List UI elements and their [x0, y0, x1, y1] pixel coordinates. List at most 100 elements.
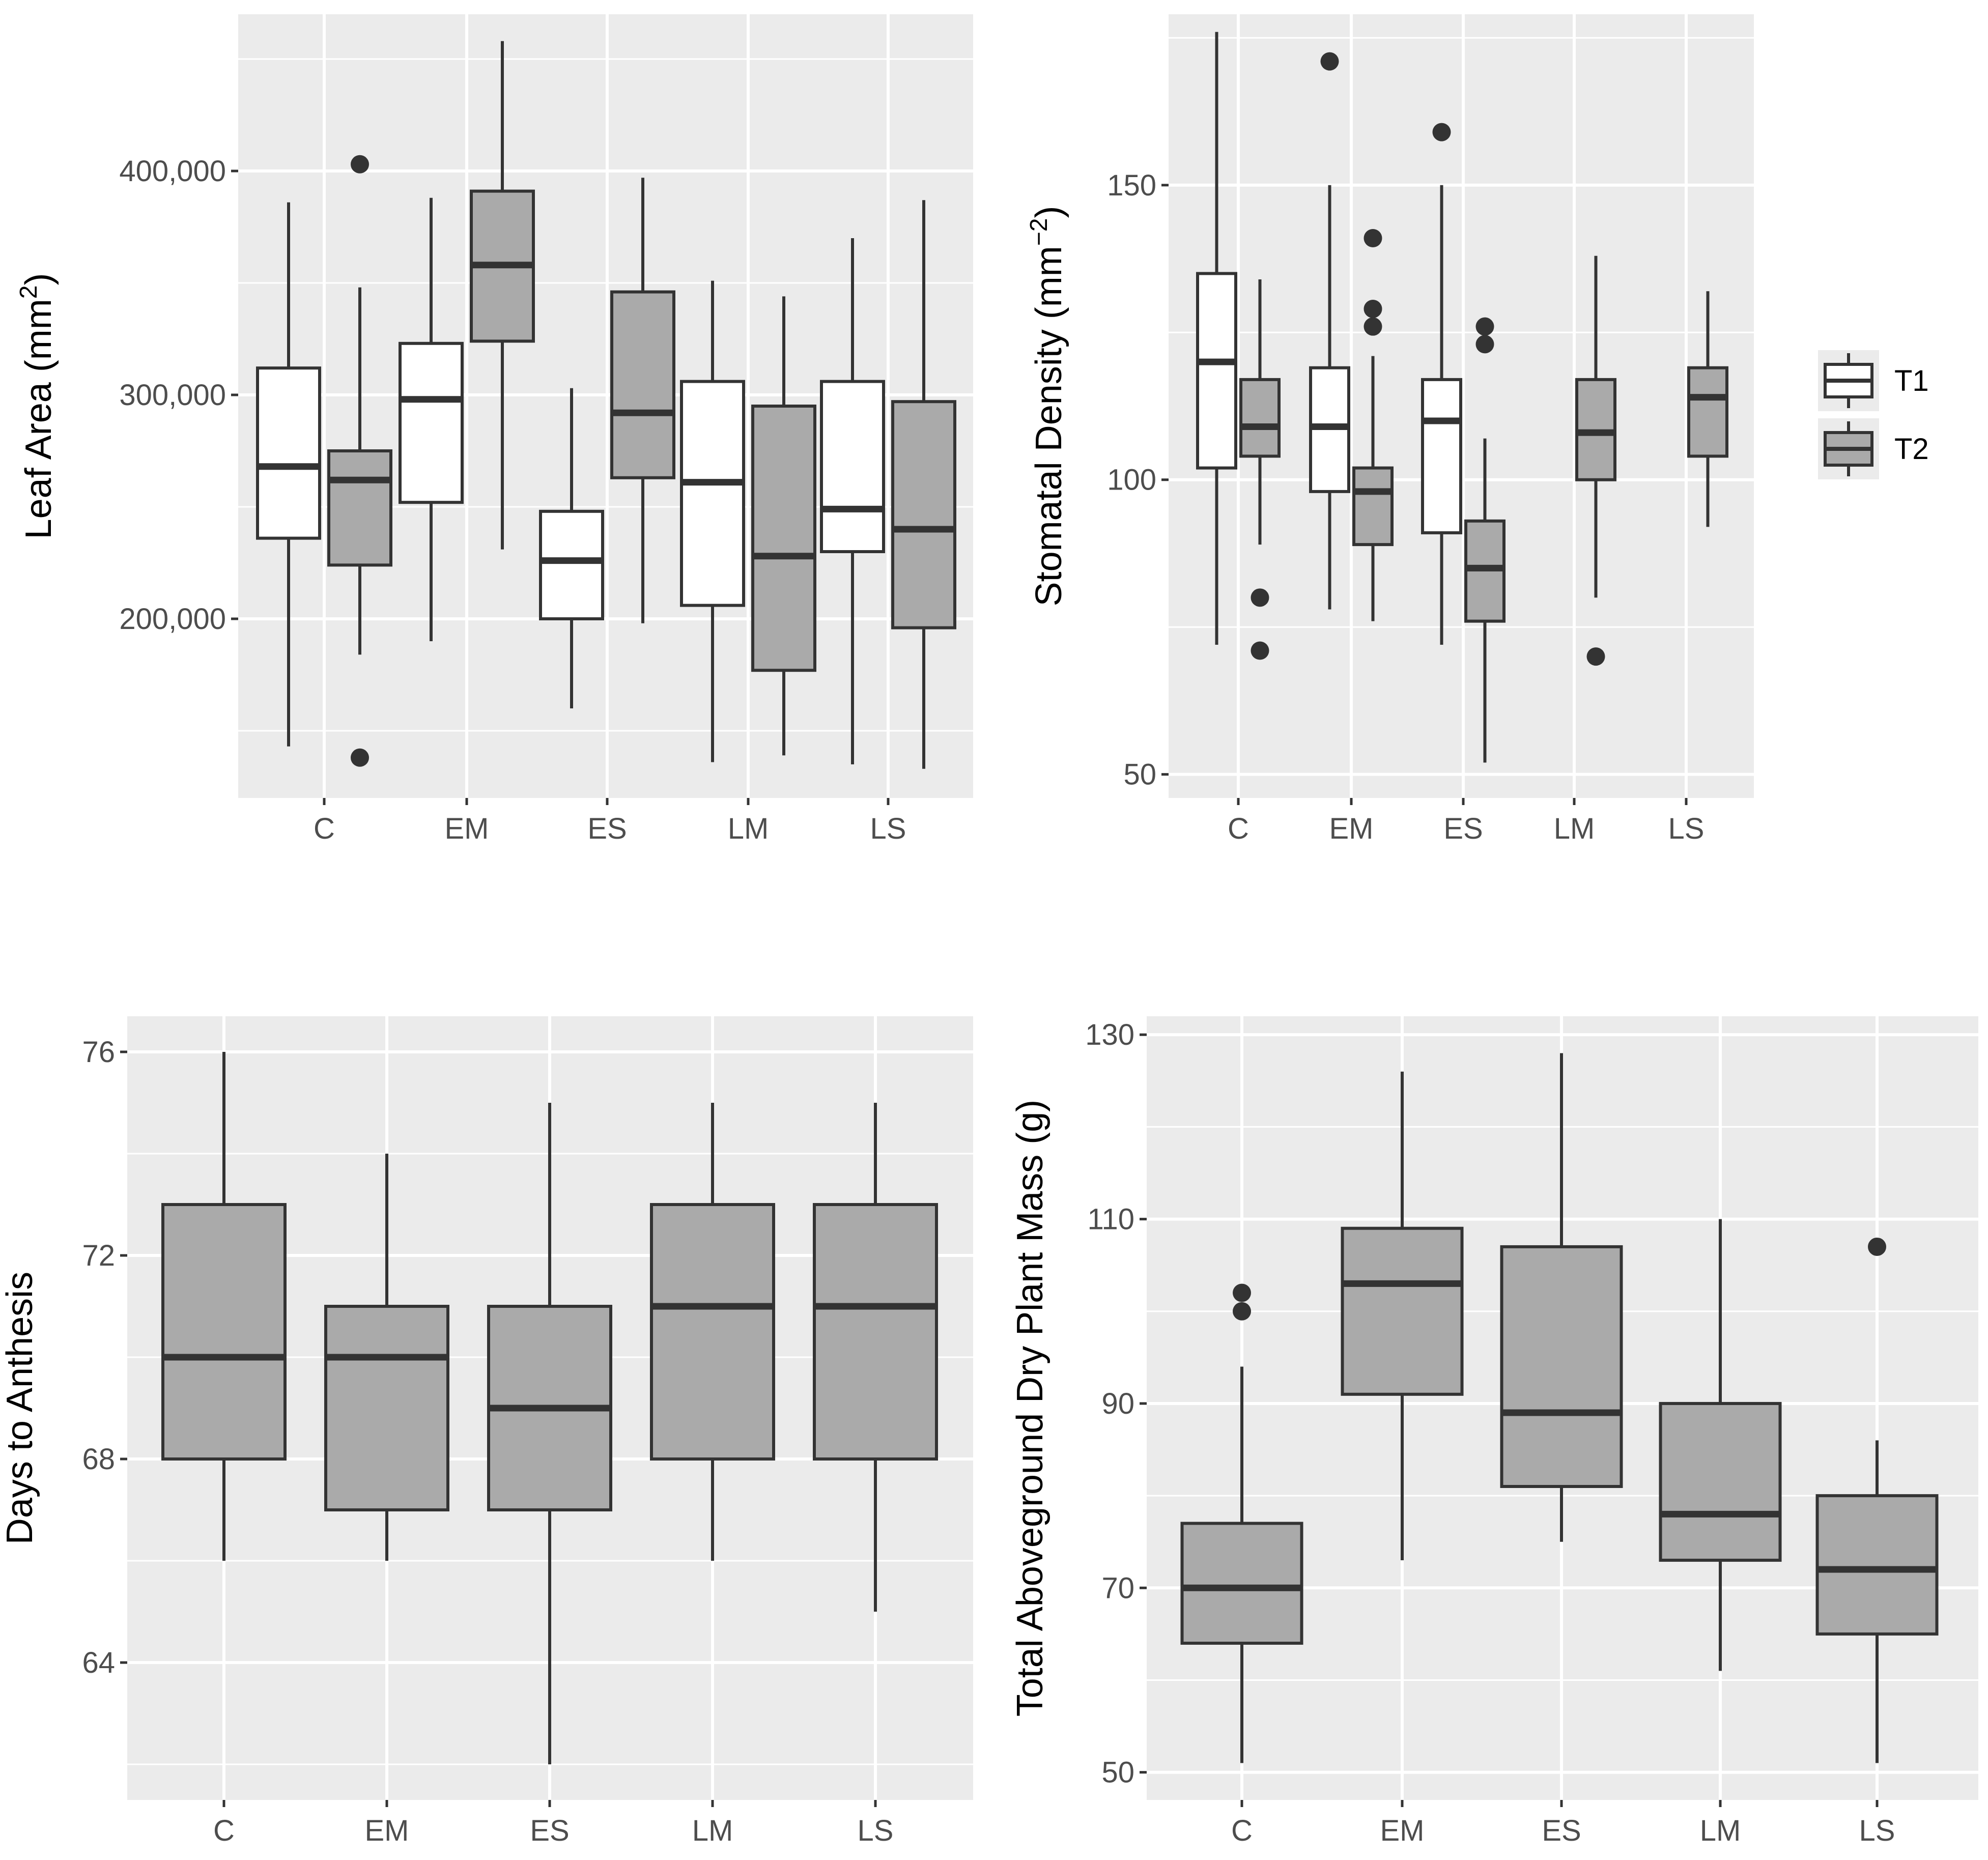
iqr-box — [256, 366, 321, 540]
iqr-box — [1687, 366, 1728, 458]
box-LS-T1 — [820, 238, 885, 764]
y-axis-title: Leaf Area (mm2) — [15, 273, 59, 539]
box-LM-T2 — [751, 296, 816, 756]
box-ES-T2 — [487, 1103, 612, 1764]
x-tick-label: LM — [692, 1814, 733, 1847]
leaf-area-chart: 200,000 300,000 400,000 C EM ES LM LS Leaf Area … — [15, 14, 973, 845]
y-tick-label: 110 — [1088, 1203, 1134, 1236]
iqr-box — [324, 1305, 449, 1511]
x-tick-label: LS — [870, 812, 906, 845]
box-LS-T2 — [1815, 1237, 1939, 1763]
y-tick-label: 300,000 — [119, 379, 226, 412]
outlier-point — [1251, 588, 1269, 607]
outlier-point — [351, 748, 369, 767]
iqr-box — [1239, 378, 1281, 458]
y-tick-label: 200,000 — [119, 603, 226, 636]
box-LM-T2 — [650, 1103, 775, 1561]
x-tick-label: ES — [530, 1814, 569, 1847]
iqr-box — [1500, 1245, 1623, 1488]
iqr-box — [820, 380, 885, 553]
box-EM-T1 — [399, 197, 464, 641]
iqr-box — [1341, 1226, 1464, 1396]
box-C-T2 — [1239, 279, 1281, 660]
outlier-point — [1432, 123, 1451, 141]
x-tick-label: ES — [1443, 812, 1483, 845]
iqr-box — [1815, 1494, 1939, 1636]
iqr-box — [327, 449, 392, 567]
iqr-box — [399, 341, 464, 504]
outlier-point — [1475, 317, 1494, 336]
x-tick-label: LM — [728, 812, 769, 845]
box-LM-T2 — [1659, 1219, 1782, 1671]
y-tick-label: 68 — [82, 1443, 115, 1476]
legend: T1 T2 — [1818, 350, 1929, 479]
outlier-point — [1233, 1283, 1251, 1302]
y-tick-label: 50 — [1123, 758, 1156, 791]
box-ES-T2 — [1464, 317, 1506, 763]
iqr-box — [650, 1203, 775, 1461]
x-tick-label: EM — [365, 1814, 409, 1847]
outlier-point — [1475, 335, 1494, 354]
y-axis-title: Stomatal Density (mm−2) — [1026, 206, 1069, 607]
box-EM-T2 — [324, 1154, 449, 1561]
iqr-box — [1196, 272, 1237, 470]
y-axis-title: Days to Anthesis — [0, 1272, 40, 1544]
iqr-box — [1352, 466, 1394, 547]
y-tick-label: 130 — [1085, 1018, 1134, 1051]
outlier-point — [1868, 1237, 1886, 1256]
x-tick-label: ES — [587, 812, 627, 845]
outlier-point — [1364, 299, 1382, 318]
y-tick-label: 150 — [1107, 169, 1156, 202]
x-tick-label: C — [213, 1814, 235, 1847]
outlier-point — [1364, 317, 1382, 336]
x-tick-label: EM — [445, 812, 489, 845]
outlier-point — [1320, 52, 1339, 71]
iqr-box — [813, 1203, 938, 1461]
iqr-box — [891, 400, 956, 629]
y-tick-label: 90 — [1101, 1387, 1134, 1420]
box-C-T2 — [1180, 1283, 1303, 1763]
box-EM-T1 — [1309, 52, 1350, 610]
box-C-T1 — [256, 202, 321, 747]
legend-item-T2: T2 — [1818, 418, 1929, 479]
x-tick-label: LS — [858, 1814, 894, 1847]
box-C-T1 — [1196, 32, 1237, 645]
x-tick-label: LS — [1668, 812, 1705, 845]
y-tick-label: 400,000 — [119, 155, 226, 188]
dry-mass-chart: 50 70 90 110 130 C EM ES LM LS Total Aboveground D… — [1010, 1016, 1978, 1847]
box-ES-T1 — [539, 388, 604, 708]
days-to-anthesis-chart: 64 68 72 76 C EM ES LM LS Days to Anthesis — [0, 1016, 973, 1847]
outlier-point — [1364, 229, 1382, 247]
iqr-box — [161, 1203, 287, 1461]
box-LS-T2 — [1687, 291, 1728, 527]
box-LS-T2 — [891, 200, 956, 769]
legend-item-T1: T1 — [1818, 350, 1929, 411]
box-ES-T1 — [1421, 123, 1462, 645]
x-tick-label: LM — [1700, 1814, 1741, 1847]
box-EM-T2 — [1352, 229, 1394, 621]
x-tick-label: LS — [1859, 1814, 1895, 1847]
y-tick-label: 72 — [82, 1239, 115, 1272]
y-tick-label: 76 — [82, 1036, 115, 1069]
box-C-T2 — [327, 155, 392, 767]
box-ES-T2 — [610, 178, 675, 623]
box-ES-T2 — [1500, 1053, 1623, 1542]
x-tick-label: C — [1231, 1814, 1253, 1847]
iqr-box — [1659, 1401, 1782, 1562]
box-EM-T2 — [470, 41, 535, 550]
iqr-box — [680, 380, 745, 607]
stomatal-density-chart: 50 100 150 C EM ES LM LS Stomatal Density (mm−2) — [1026, 14, 1754, 845]
y-tick-label: 70 — [1101, 1571, 1134, 1605]
y-tick-label: 100 — [1107, 464, 1156, 497]
y-tick-label: 50 — [1101, 1756, 1134, 1789]
x-tick-label: EM — [1380, 1814, 1425, 1847]
iqr-box — [751, 405, 816, 672]
box-LM-T2 — [1575, 255, 1616, 666]
x-tick-label: EM — [1329, 812, 1374, 845]
iqr-box — [1180, 1522, 1303, 1645]
outlier-point — [351, 155, 369, 174]
outlier-point — [1586, 647, 1605, 666]
legend-label: T2 — [1894, 433, 1929, 466]
x-tick-label: C — [1228, 812, 1249, 845]
